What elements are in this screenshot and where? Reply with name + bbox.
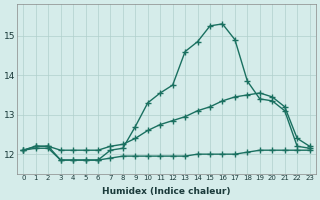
X-axis label: Humidex (Indice chaleur): Humidex (Indice chaleur) [102,187,231,196]
